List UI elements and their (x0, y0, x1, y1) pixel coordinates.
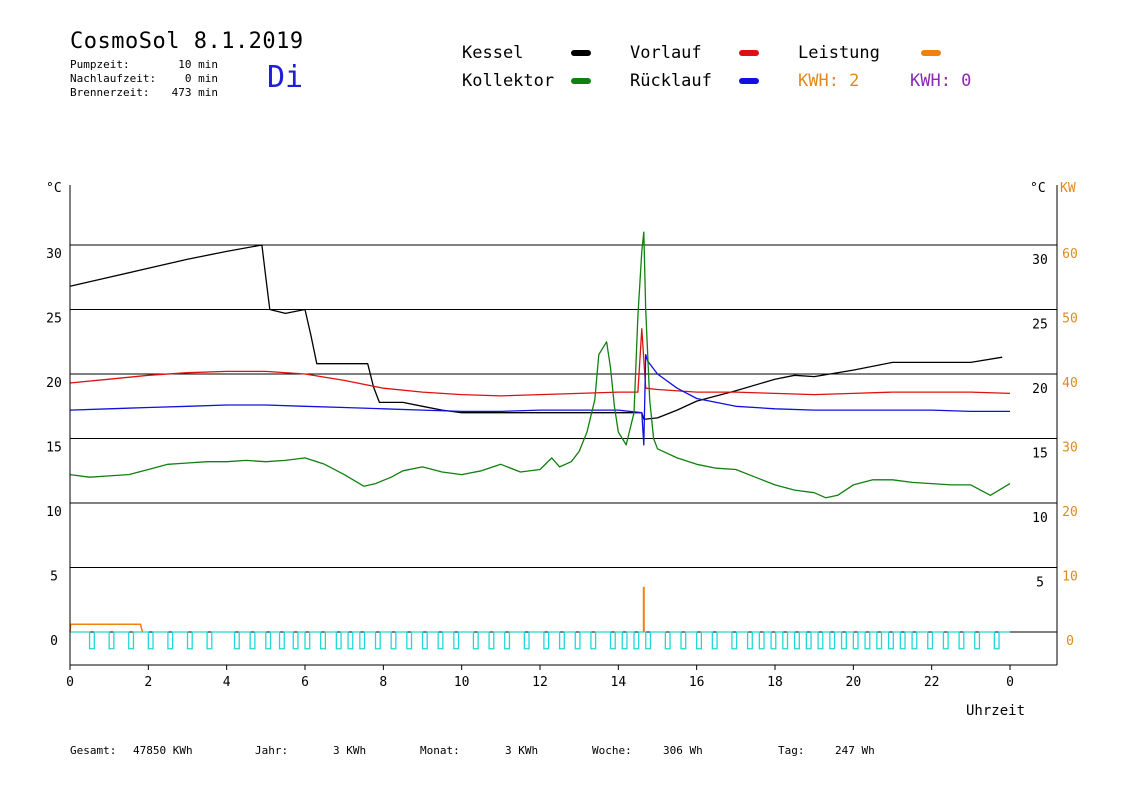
y-tick-label-power: 20 (1062, 505, 1078, 520)
series-layer (69, 231, 1011, 633)
y-axis-unit-left: °C (46, 181, 62, 196)
y-tick-label-left: 20 (46, 376, 62, 391)
legend-label-vorlauf: Vorlauf (630, 43, 702, 63)
x-tick-label: 0 (1006, 675, 1014, 690)
series-line-kollektor (69, 231, 1011, 499)
legend-label-leistung: Leistung (798, 43, 880, 63)
monat-value: 3 KWh (505, 744, 539, 757)
y-tick-label-power: 0 (1066, 634, 1074, 649)
x-tick-label: 2 (144, 675, 152, 690)
series-line-leistung (69, 623, 144, 633)
legend-label-ruecklauf: Rücklauf (630, 71, 712, 91)
y-tick-label-left: 25 (46, 312, 62, 327)
x-tick-label: 0 (66, 675, 74, 690)
legend-label-kessel: Kessel (462, 43, 524, 63)
x-tick-label: 12 (532, 675, 548, 690)
x-tick-label: 14 (611, 675, 627, 690)
stat-nachlaufzeit: Nachlaufzeit: 0 min (70, 72, 218, 85)
series-line-ruecklauf (69, 353, 1010, 446)
y-tick-label-left: 30 (46, 247, 62, 262)
x-tick-label: 16 (689, 675, 705, 690)
pump-pulse-layer (70, 631, 1010, 650)
x-tick-label: 18 (767, 675, 783, 690)
jahr-label: Jahr: (255, 744, 289, 757)
stat-label: Brennerzeit: (70, 86, 150, 99)
y-tick-label-power: 40 (1062, 376, 1078, 391)
legend-swatch-kollektor (571, 78, 591, 84)
y-axis-unit-power: KW (1060, 181, 1076, 196)
gesamt-value: 47850 KWh (133, 744, 193, 757)
x-tick-label: 4 (223, 675, 231, 690)
legend-swatch-leistung (921, 50, 941, 56)
tag-label: Tag: (778, 744, 805, 757)
x-tick-label: 20 (846, 675, 862, 690)
y-tick-label-power: 60 (1062, 247, 1078, 262)
tag-value: 247 Wh (835, 744, 875, 757)
stat-value: 473 min (171, 86, 218, 99)
series-line-vorlauf (69, 328, 1011, 397)
stat-label: Nachlaufzeit: (70, 72, 157, 85)
x-tick-label: 8 (379, 675, 387, 690)
axis-layer: 0 2 4 6 8 10 12 14 16 18 20 22 0 0 5 10 15 20 25 30 5 10 15 20 2… (46, 185, 1078, 690)
stat-value: 0 min (184, 72, 218, 85)
x-tick-label: 22 (924, 675, 940, 690)
legend-label-kollektor: Kollektor (462, 71, 555, 91)
x-tick-label: 10 (454, 675, 470, 690)
chart-title: CosmoSol 8.1.2019 (70, 29, 304, 54)
monat-label: Monat: (420, 744, 460, 757)
stat-pumpzeit: Pumpzeit: 10 min (70, 58, 218, 71)
legend-swatch-ruecklauf (739, 78, 759, 84)
y-tick-label-left: 0 (50, 634, 58, 649)
legend-swatch-kessel (571, 50, 591, 56)
woche-label: Woche: (592, 744, 632, 757)
pump-pulse-line (70, 631, 1010, 650)
y-tick-label-right: 30 (1032, 253, 1048, 268)
x-axis-label: Uhrzeit (966, 703, 1025, 719)
stat-brennerzeit: Brennerzeit: 473 min (70, 86, 218, 99)
kwh-orange-label: KWH: 2 (798, 71, 860, 91)
weekday-label: Di (267, 60, 304, 95)
y-tick-label-left: 15 (46, 441, 62, 456)
legend-swatch-vorlauf (739, 50, 759, 56)
jahr-value: 3 KWh (333, 744, 367, 757)
y-axis-unit-right: °C (1030, 181, 1046, 196)
y-tick-label-power: 10 (1062, 570, 1078, 585)
y-tick-label-right: 5 (1036, 576, 1044, 591)
y-tick-label-right: 10 (1032, 511, 1048, 526)
y-tick-label-right: 15 (1032, 447, 1048, 462)
x-tick-label: 6 (301, 675, 309, 690)
y-tick-label-right: 20 (1032, 382, 1048, 397)
y-tick-label-left: 5 (50, 570, 58, 585)
gesamt-label: Gesamt: (70, 744, 117, 757)
y-tick-label-left: 10 (46, 505, 62, 520)
y-tick-label-power: 50 (1062, 312, 1078, 327)
grid-layer (70, 244, 1057, 633)
y-tick-label-right: 25 (1032, 318, 1048, 333)
woche-value: 306 Wh (663, 744, 703, 757)
kwh-purple-label: KWH: 0 (910, 71, 972, 91)
stat-label: Pumpzeit: (70, 58, 130, 71)
stat-value: 10 min (178, 58, 218, 71)
y-tick-label-power: 30 (1062, 441, 1078, 456)
